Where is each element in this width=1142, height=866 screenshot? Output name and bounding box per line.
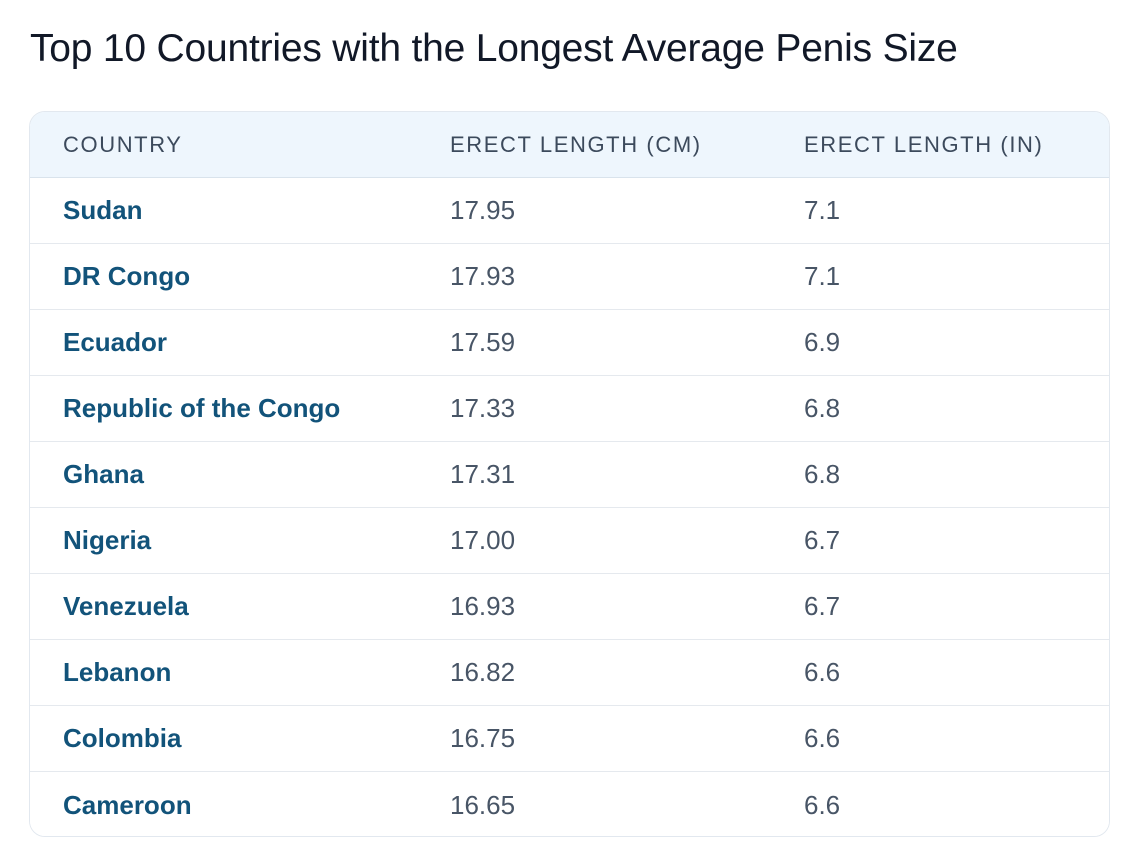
erect-length-in-cell: 7.1 [804, 195, 841, 225]
erect-length-cm-cell: 17.59 [450, 327, 516, 357]
country-cell[interactable]: Lebanon [63, 657, 172, 687]
erect-length-cm-cell: 16.93 [450, 591, 516, 621]
erect-length-cm-cell: 16.82 [450, 657, 516, 687]
table-row: Nigeria 17.00 6.7 [30, 508, 1109, 574]
country-cell[interactable]: Cameroon [63, 789, 192, 820]
table-row: DR Congo 17.93 7.1 [30, 244, 1109, 310]
table-row: Cameroon 16.65 6.6 [30, 772, 1109, 836]
column-header-erect-length-in[interactable]: ERECT LENGTH (IN) [804, 131, 1044, 157]
country-cell[interactable]: Ghana [63, 459, 144, 489]
table-row: Lebanon 16.82 6.6 [30, 640, 1109, 706]
erect-length-in-cell: 6.8 [804, 459, 841, 489]
erect-length-cm-cell: 17.93 [450, 261, 516, 291]
country-cell[interactable]: Venezuela [63, 591, 189, 621]
erect-length-in-cell: 6.9 [804, 327, 841, 357]
data-table: COUNTRY ERECT LENGTH (CM) ERECT LENGTH (… [29, 111, 1110, 837]
erect-length-in-cell: 6.6 [804, 723, 841, 753]
table-body: Sudan 17.95 7.1 DR Congo 17.93 7.1 Ecuador 17.5… [30, 178, 1109, 836]
table-row: Ghana 17.31 6.8 [30, 442, 1109, 508]
erect-length-in-cell: 6.6 [804, 789, 841, 820]
country-cell[interactable]: Ecuador [63, 327, 168, 357]
table-header-row: COUNTRY ERECT LENGTH (CM) ERECT LENGTH (… [30, 112, 1109, 178]
country-cell[interactable]: Nigeria [63, 525, 152, 555]
table-row: Colombia 16.75 6.6 [30, 706, 1109, 772]
erect-length-cm-cell: 17.31 [450, 459, 516, 489]
erect-length-in-cell: 6.8 [804, 393, 841, 423]
country-cell[interactable]: Colombia [63, 723, 182, 753]
erect-length-cm-cell: 17.33 [450, 393, 516, 423]
table-row: Sudan 17.95 7.1 [30, 178, 1109, 244]
erect-length-in-cell: 6.7 [804, 525, 841, 555]
table-row: Ecuador 17.59 6.9 [30, 310, 1109, 376]
column-header-country[interactable]: COUNTRY [63, 131, 183, 157]
table-row: Venezuela 16.93 6.7 [30, 574, 1109, 640]
table-row: Republic of the Congo 17.33 6.8 [30, 376, 1109, 442]
column-header-erect-length-cm[interactable]: ERECT LENGTH (CM) [450, 131, 702, 157]
country-cell[interactable]: Republic of the Congo [63, 393, 341, 423]
erect-length-cm-cell: 17.95 [450, 195, 516, 225]
country-cell[interactable]: DR Congo [63, 261, 191, 291]
erect-length-cm-cell: 16.75 [450, 723, 516, 753]
erect-length-cm-cell: 17.00 [450, 525, 516, 555]
erect-length-in-cell: 7.1 [804, 261, 841, 291]
erect-length-in-cell: 6.6 [804, 657, 841, 687]
erect-length-in-cell: 6.7 [804, 591, 841, 621]
erect-length-cm-cell: 16.65 [450, 789, 516, 820]
country-cell[interactable]: Sudan [63, 195, 143, 225]
page-title: Top 10 Countries with the Longest Averag… [30, 27, 958, 70]
